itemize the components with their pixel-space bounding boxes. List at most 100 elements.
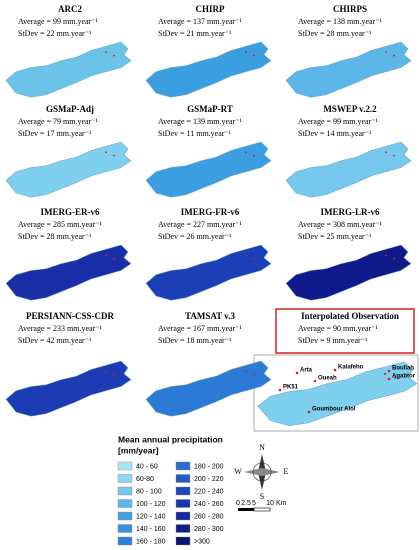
legend-label: 240 - 260 <box>194 501 224 508</box>
map <box>145 141 272 198</box>
station-label: Goumbour Alol <box>312 407 356 413</box>
legend-label: 220 - 240 <box>194 488 224 495</box>
station-dot <box>253 54 255 57</box>
average: Average = 138 mm.year⁻¹ <box>298 17 382 26</box>
station-label: Kalafeho <box>338 365 364 371</box>
region <box>285 141 412 198</box>
stdev: StDev = 9 mm.year⁻¹ <box>298 336 368 345</box>
legend-label: 100 - 120 <box>136 501 166 508</box>
panel-title: IMERG-LR-v6 <box>321 207 380 217</box>
station-dot <box>385 151 387 154</box>
station-dot <box>393 54 395 57</box>
average: Average = 99 mm.year⁻¹ <box>18 17 98 26</box>
region <box>145 360 272 417</box>
station-dot <box>313 379 317 383</box>
stdev: StDev = 14 mm.year⁻¹ <box>298 129 372 138</box>
station-dot <box>295 371 299 375</box>
legend-label: 180 - 200 <box>194 463 224 470</box>
scale-label: 10 <box>266 500 274 507</box>
station-dot <box>393 257 395 260</box>
station-dot <box>307 410 311 414</box>
legend-swatch <box>175 486 191 496</box>
station-dot <box>253 373 255 376</box>
legend-swatch <box>117 499 133 508</box>
region <box>285 41 412 98</box>
station-dot <box>385 51 387 54</box>
legend-label: 200 - 220 <box>194 476 224 483</box>
station-label: Arta <box>300 368 313 374</box>
legend-swatch <box>117 461 133 471</box>
station-dot <box>113 154 115 157</box>
legend-swatch <box>117 524 133 533</box>
region <box>5 244 132 301</box>
compass <box>244 468 280 476</box>
legend-swatch <box>175 524 191 533</box>
scale-bar <box>238 508 254 511</box>
legend-label: 160 - 180 <box>136 538 166 545</box>
scale-label: 2.5 <box>241 500 251 507</box>
map <box>285 41 412 98</box>
region <box>5 360 132 417</box>
legend-swatch <box>175 511 191 521</box>
region <box>145 141 272 198</box>
legend-swatch <box>117 536 133 546</box>
region <box>285 244 412 301</box>
station-dot <box>105 370 107 373</box>
station-dot <box>245 254 247 257</box>
scale-bar <box>253 507 271 512</box>
panel-title: GSMaP-RT <box>187 104 233 114</box>
legend-swatch <box>117 511 133 521</box>
station-label: PK51 <box>283 385 299 391</box>
stdev: StDev = 25 mm.year⁻¹ <box>298 232 372 241</box>
map <box>285 141 412 198</box>
stdev: StDev = 28 mm.year⁻¹ <box>298 29 372 38</box>
legend-unit: [mm/year] <box>118 445 159 455</box>
legend-swatch <box>117 486 133 496</box>
panel-title: PERSIANN-CSS-CDR <box>26 311 115 321</box>
stdev: StDev = 42 mm.year⁻¹ <box>18 336 92 345</box>
legend-label: 60-80 <box>136 476 154 483</box>
stdev: StDev = 18 mm.year⁻¹ <box>158 336 232 345</box>
station-dot <box>113 257 115 260</box>
station-dot <box>113 54 115 57</box>
station-dot <box>387 377 391 381</box>
panel-title: IMERG-FR-v6 <box>181 207 240 217</box>
station-label: Oueah <box>318 376 337 382</box>
legend-label: 40 - 60 <box>136 463 158 470</box>
legend-label: 280 - 300 <box>194 526 224 533</box>
panel-title: Interpolated Observation <box>301 311 399 321</box>
legend-label: >300 <box>194 538 210 545</box>
station-dot <box>278 388 282 392</box>
average: Average = 285 mm.year⁻¹ <box>18 220 102 229</box>
station-label: Boullah <box>392 366 414 372</box>
panel-title: ARC2 <box>58 4 82 14</box>
map <box>145 41 272 98</box>
map <box>5 360 132 417</box>
scale-label: 0 <box>236 500 240 507</box>
station-dot <box>385 254 387 257</box>
average: Average = 139 mm.year⁻¹ <box>158 117 242 126</box>
station-dot <box>383 372 387 375</box>
region <box>5 141 132 198</box>
station-dot <box>333 368 337 372</box>
average: Average = 233 mm.year⁻¹ <box>18 324 102 333</box>
highlight-box <box>275 308 415 354</box>
station-dot <box>245 151 247 154</box>
station-dot <box>393 154 395 157</box>
panel-title: GSMaP-Adj <box>46 104 94 114</box>
map <box>145 360 272 417</box>
average: Average = 227 mm.year⁻¹ <box>158 220 242 229</box>
stdev: StDev = 21 mm.year⁻¹ <box>158 29 232 38</box>
average: Average = 167 mm.year⁻¹ <box>158 324 242 333</box>
scale-label: 5 <box>252 500 256 507</box>
panel-title: TAMSAT v.3 <box>185 311 236 321</box>
map <box>145 244 272 301</box>
map <box>5 141 132 198</box>
average: Average = 308 mm.year⁻¹ <box>298 220 382 229</box>
stdev: StDev = 26 mm.year⁻¹ <box>158 232 232 241</box>
stdev: StDev = 28 mm.year⁻¹ <box>18 232 92 241</box>
station-dot <box>113 373 115 376</box>
station-dot <box>105 151 107 154</box>
station-dot <box>245 370 247 373</box>
